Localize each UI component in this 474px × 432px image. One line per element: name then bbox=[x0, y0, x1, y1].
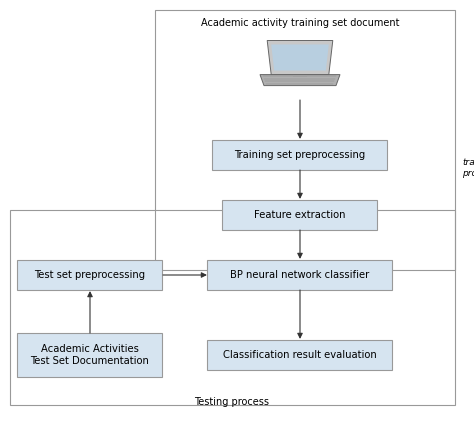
Text: Training set preprocessing: Training set preprocessing bbox=[234, 150, 365, 160]
FancyBboxPatch shape bbox=[18, 260, 163, 290]
Text: Testing process: Testing process bbox=[194, 397, 270, 407]
Bar bbox=[155, 10, 455, 270]
Text: Classification result evaluation: Classification result evaluation bbox=[223, 350, 377, 360]
Text: training
process: training process bbox=[462, 158, 474, 178]
Bar bbox=[10, 210, 455, 405]
Text: Academic Activities
Test Set Documentation: Academic Activities Test Set Documentati… bbox=[30, 344, 149, 366]
FancyBboxPatch shape bbox=[208, 340, 392, 370]
FancyBboxPatch shape bbox=[212, 140, 388, 170]
Bar bbox=[293, 75, 307, 77]
Polygon shape bbox=[260, 75, 340, 86]
FancyBboxPatch shape bbox=[208, 260, 392, 290]
Text: Academic activity training set document: Academic activity training set document bbox=[201, 18, 399, 28]
Polygon shape bbox=[267, 41, 333, 75]
Text: Feature extraction: Feature extraction bbox=[254, 210, 346, 220]
FancyBboxPatch shape bbox=[18, 333, 163, 377]
FancyBboxPatch shape bbox=[222, 200, 377, 230]
Text: Test set preprocessing: Test set preprocessing bbox=[35, 270, 146, 280]
Text: BP neural network classifier: BP neural network classifier bbox=[230, 270, 370, 280]
Polygon shape bbox=[271, 44, 329, 70]
